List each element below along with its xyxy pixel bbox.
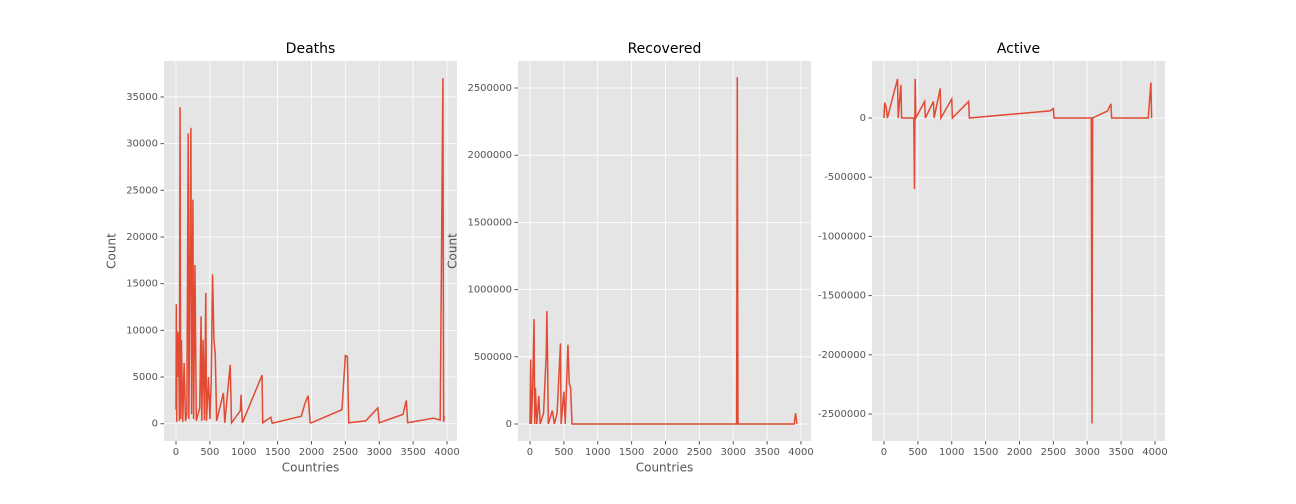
x-tick-label: 0	[881, 447, 887, 458]
y-tick-label: 35000	[126, 92, 158, 103]
x-tick-label: 3500	[1108, 447, 1133, 458]
data-line	[883, 78, 1153, 424]
chart-title: Recovered	[628, 41, 702, 57]
x-tick-label: 2000	[653, 447, 678, 458]
x-tick-label: 500	[554, 447, 573, 458]
x-tick-label: 1500	[265, 447, 290, 458]
x-tick-label: 1000	[939, 447, 964, 458]
y-axis-label: Count	[446, 233, 460, 269]
x-tick-label: 2500	[687, 447, 712, 458]
y-tick-label: 500000	[474, 352, 512, 363]
plot-area	[164, 61, 457, 441]
x-tick-label: 4000	[788, 447, 813, 458]
chart-title: Deaths	[286, 41, 336, 57]
x-tick-label: 1500	[973, 447, 998, 458]
y-tick-label: 25000	[126, 185, 158, 196]
y-tick-label: 2500000	[467, 83, 512, 94]
x-axis-label: Countries	[636, 461, 694, 475]
x-axis-label: Countries	[282, 461, 340, 475]
x-tick-label: 4000	[1142, 447, 1167, 458]
data-line	[175, 78, 446, 426]
y-tick-label: 30000	[126, 139, 158, 150]
y-tick-label: 5000	[133, 372, 158, 383]
x-tick-label: 1000	[231, 447, 256, 458]
x-tick-label: 3000	[1075, 447, 1100, 458]
x-tick-label: 2000	[299, 447, 324, 458]
y-tick-label: -500000	[824, 172, 866, 183]
y-tick-label: 1500000	[467, 217, 512, 228]
y-tick-label: 2000000	[467, 150, 512, 161]
data-line	[529, 77, 798, 425]
plot-area	[872, 61, 1165, 441]
y-tick-label: 10000	[126, 325, 158, 336]
y-tick-label: 20000	[126, 232, 158, 243]
x-tick-label: 1000	[585, 447, 610, 458]
y-tick-label: -2000000	[818, 350, 866, 361]
chart-title: Active	[997, 41, 1040, 57]
y-tick-label: 0	[506, 419, 512, 430]
y-tick-label: 15000	[126, 279, 158, 290]
x-tick-label: 0	[173, 447, 179, 458]
x-tick-label: 2500	[1041, 447, 1066, 458]
y-tick-label: -1500000	[818, 291, 866, 302]
x-tick-label: 2500	[333, 447, 358, 458]
y-tick-label: 1000000	[467, 285, 512, 296]
x-tick-label: 1500	[619, 447, 644, 458]
y-tick-label: -1000000	[818, 231, 866, 242]
x-tick-label: 3000	[367, 447, 392, 458]
x-tick-label: 3000	[721, 447, 746, 458]
x-tick-label: 500	[908, 447, 927, 458]
x-tick-label: 0	[527, 447, 533, 458]
y-tick-label: 0	[860, 113, 866, 124]
y-tick-label: -2500000	[818, 409, 866, 420]
y-axis-label: Count	[105, 233, 119, 269]
x-tick-label: 500	[200, 447, 219, 458]
x-tick-label: 3500	[400, 447, 425, 458]
x-tick-label: 3500	[754, 447, 779, 458]
x-tick-label: 2000	[1007, 447, 1032, 458]
y-tick-label: 0	[152, 419, 158, 430]
x-tick-label: 4000	[434, 447, 459, 458]
